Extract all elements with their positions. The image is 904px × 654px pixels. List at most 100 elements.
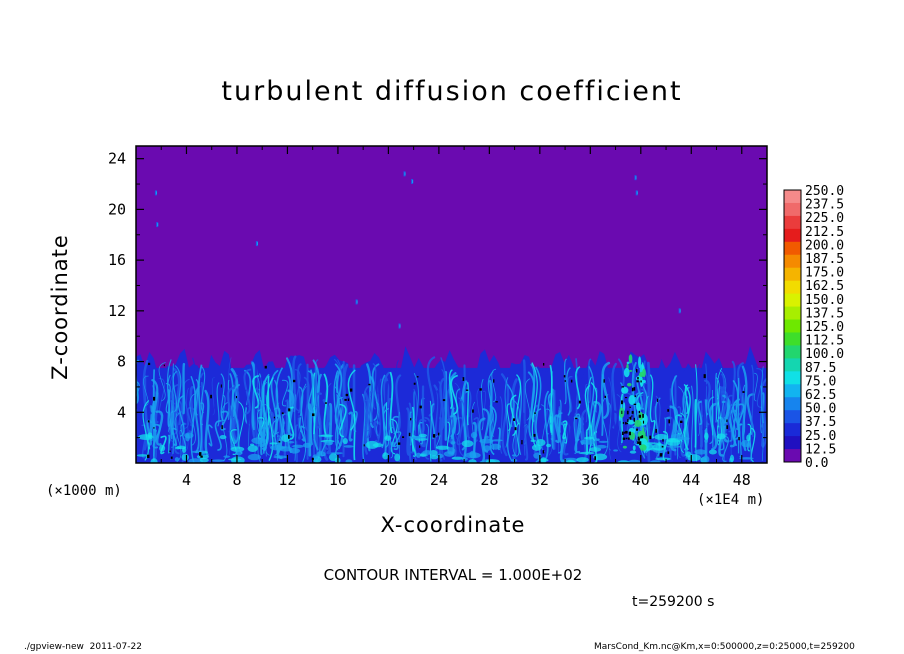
colorbar-label: 237.5 bbox=[805, 198, 844, 213]
y-tick-label: 8 bbox=[117, 353, 126, 371]
surface-eddy bbox=[249, 443, 255, 446]
filament bbox=[620, 393, 624, 444]
surface-eddy bbox=[273, 455, 288, 459]
plume-streak bbox=[461, 380, 468, 461]
surface-eddy bbox=[652, 443, 666, 451]
contour-speck bbox=[495, 401, 498, 403]
surface-eddy bbox=[598, 440, 609, 443]
filament bbox=[418, 422, 423, 445]
plume-streak bbox=[295, 424, 298, 463]
colorbar-label: 0.0 bbox=[805, 456, 828, 471]
surface-eddy bbox=[247, 453, 261, 461]
filament bbox=[376, 402, 380, 436]
contour-speck bbox=[533, 433, 536, 437]
filament bbox=[566, 367, 571, 416]
plume-streak bbox=[408, 418, 416, 454]
surface-eddy bbox=[136, 454, 149, 457]
plume-streak bbox=[303, 376, 310, 432]
colorbar-label: 125.0 bbox=[805, 320, 844, 335]
surface-eddy bbox=[159, 444, 166, 452]
surface-eddy bbox=[390, 441, 396, 448]
filament bbox=[584, 384, 591, 432]
contour-speck bbox=[640, 436, 642, 439]
x-axis-label-text: X-coordinate bbox=[380, 513, 526, 537]
contour-speck bbox=[199, 452, 202, 456]
contour-speck bbox=[624, 431, 626, 434]
upper-patch-core bbox=[404, 172, 406, 176]
surface-eddy bbox=[685, 451, 692, 458]
surface-eddy bbox=[531, 444, 542, 451]
contour-speck bbox=[462, 377, 465, 381]
filament bbox=[717, 425, 720, 442]
contour-speck bbox=[163, 364, 165, 367]
contour-speck bbox=[639, 441, 642, 446]
upper-patch-core bbox=[399, 324, 401, 328]
contour-speck bbox=[726, 425, 729, 429]
plume-streak bbox=[294, 394, 296, 461]
surface-eddy bbox=[461, 440, 474, 448]
colorbar-swatch bbox=[784, 423, 801, 437]
plume-streak bbox=[626, 392, 634, 439]
plume-streak bbox=[363, 391, 369, 455]
colorbar-swatch bbox=[784, 306, 801, 321]
y-tick-label: 24 bbox=[108, 150, 126, 168]
plume-streak bbox=[189, 385, 195, 427]
surface-eddy bbox=[739, 457, 754, 460]
filament bbox=[152, 369, 156, 461]
plume-streak bbox=[315, 392, 322, 429]
contour-speck bbox=[408, 432, 411, 437]
contour-speck bbox=[147, 454, 150, 458]
contour-speck bbox=[638, 438, 640, 441]
surface-eddy bbox=[530, 439, 536, 443]
filament bbox=[172, 370, 178, 413]
contour-speck bbox=[397, 442, 401, 445]
filament bbox=[200, 402, 205, 426]
filament bbox=[281, 379, 289, 407]
surface-eddy bbox=[485, 459, 500, 463]
strong-eddy bbox=[637, 430, 646, 438]
surface-eddy bbox=[654, 433, 668, 441]
contour-speck bbox=[514, 427, 517, 431]
colorbar-label: 12.5 bbox=[805, 442, 836, 457]
x-tick-label: 28 bbox=[480, 471, 498, 489]
contour-speck bbox=[288, 408, 291, 412]
surface-eddy bbox=[342, 437, 348, 445]
plume-streak bbox=[655, 395, 661, 462]
y-tick-label: 4 bbox=[117, 403, 126, 421]
contour-speck bbox=[543, 362, 545, 366]
upper-patch-core bbox=[636, 191, 638, 195]
contour-speck bbox=[629, 406, 632, 408]
contour-speck bbox=[625, 430, 628, 434]
contour-speck bbox=[570, 379, 573, 383]
colorbar-label: 250.0 bbox=[805, 184, 844, 199]
strong-eddy bbox=[638, 371, 645, 378]
surface-eddy bbox=[302, 442, 312, 448]
surface-eddy bbox=[199, 457, 209, 463]
contour-speck bbox=[542, 450, 545, 454]
filament bbox=[262, 381, 268, 439]
contour-speck bbox=[667, 451, 670, 454]
x-tick-label: 24 bbox=[430, 471, 448, 489]
contour-speck bbox=[410, 418, 412, 421]
contour-speck bbox=[292, 379, 296, 383]
y-tick-label: 16 bbox=[108, 251, 126, 269]
filament bbox=[601, 394, 609, 456]
plume-streak bbox=[433, 384, 440, 454]
contour-speck bbox=[311, 413, 315, 417]
contour-speck bbox=[621, 386, 624, 388]
strong-eddy bbox=[641, 362, 644, 371]
plume-streak bbox=[363, 384, 371, 440]
surface-eddy bbox=[671, 433, 684, 439]
x-unit-right: (×1E4 m) bbox=[697, 492, 765, 508]
contour-speck bbox=[281, 412, 284, 415]
heatmap-field bbox=[136, 146, 767, 463]
plume-streak bbox=[148, 405, 154, 442]
contour-interval-value: CONTOUR INTERVAL = 1.000E+02 bbox=[323, 566, 583, 584]
colorbar-swatch bbox=[784, 190, 801, 204]
filament bbox=[158, 362, 166, 402]
contour-speck bbox=[170, 456, 173, 459]
colorbar-label: 150.0 bbox=[805, 293, 844, 308]
surface-eddy bbox=[468, 459, 477, 463]
